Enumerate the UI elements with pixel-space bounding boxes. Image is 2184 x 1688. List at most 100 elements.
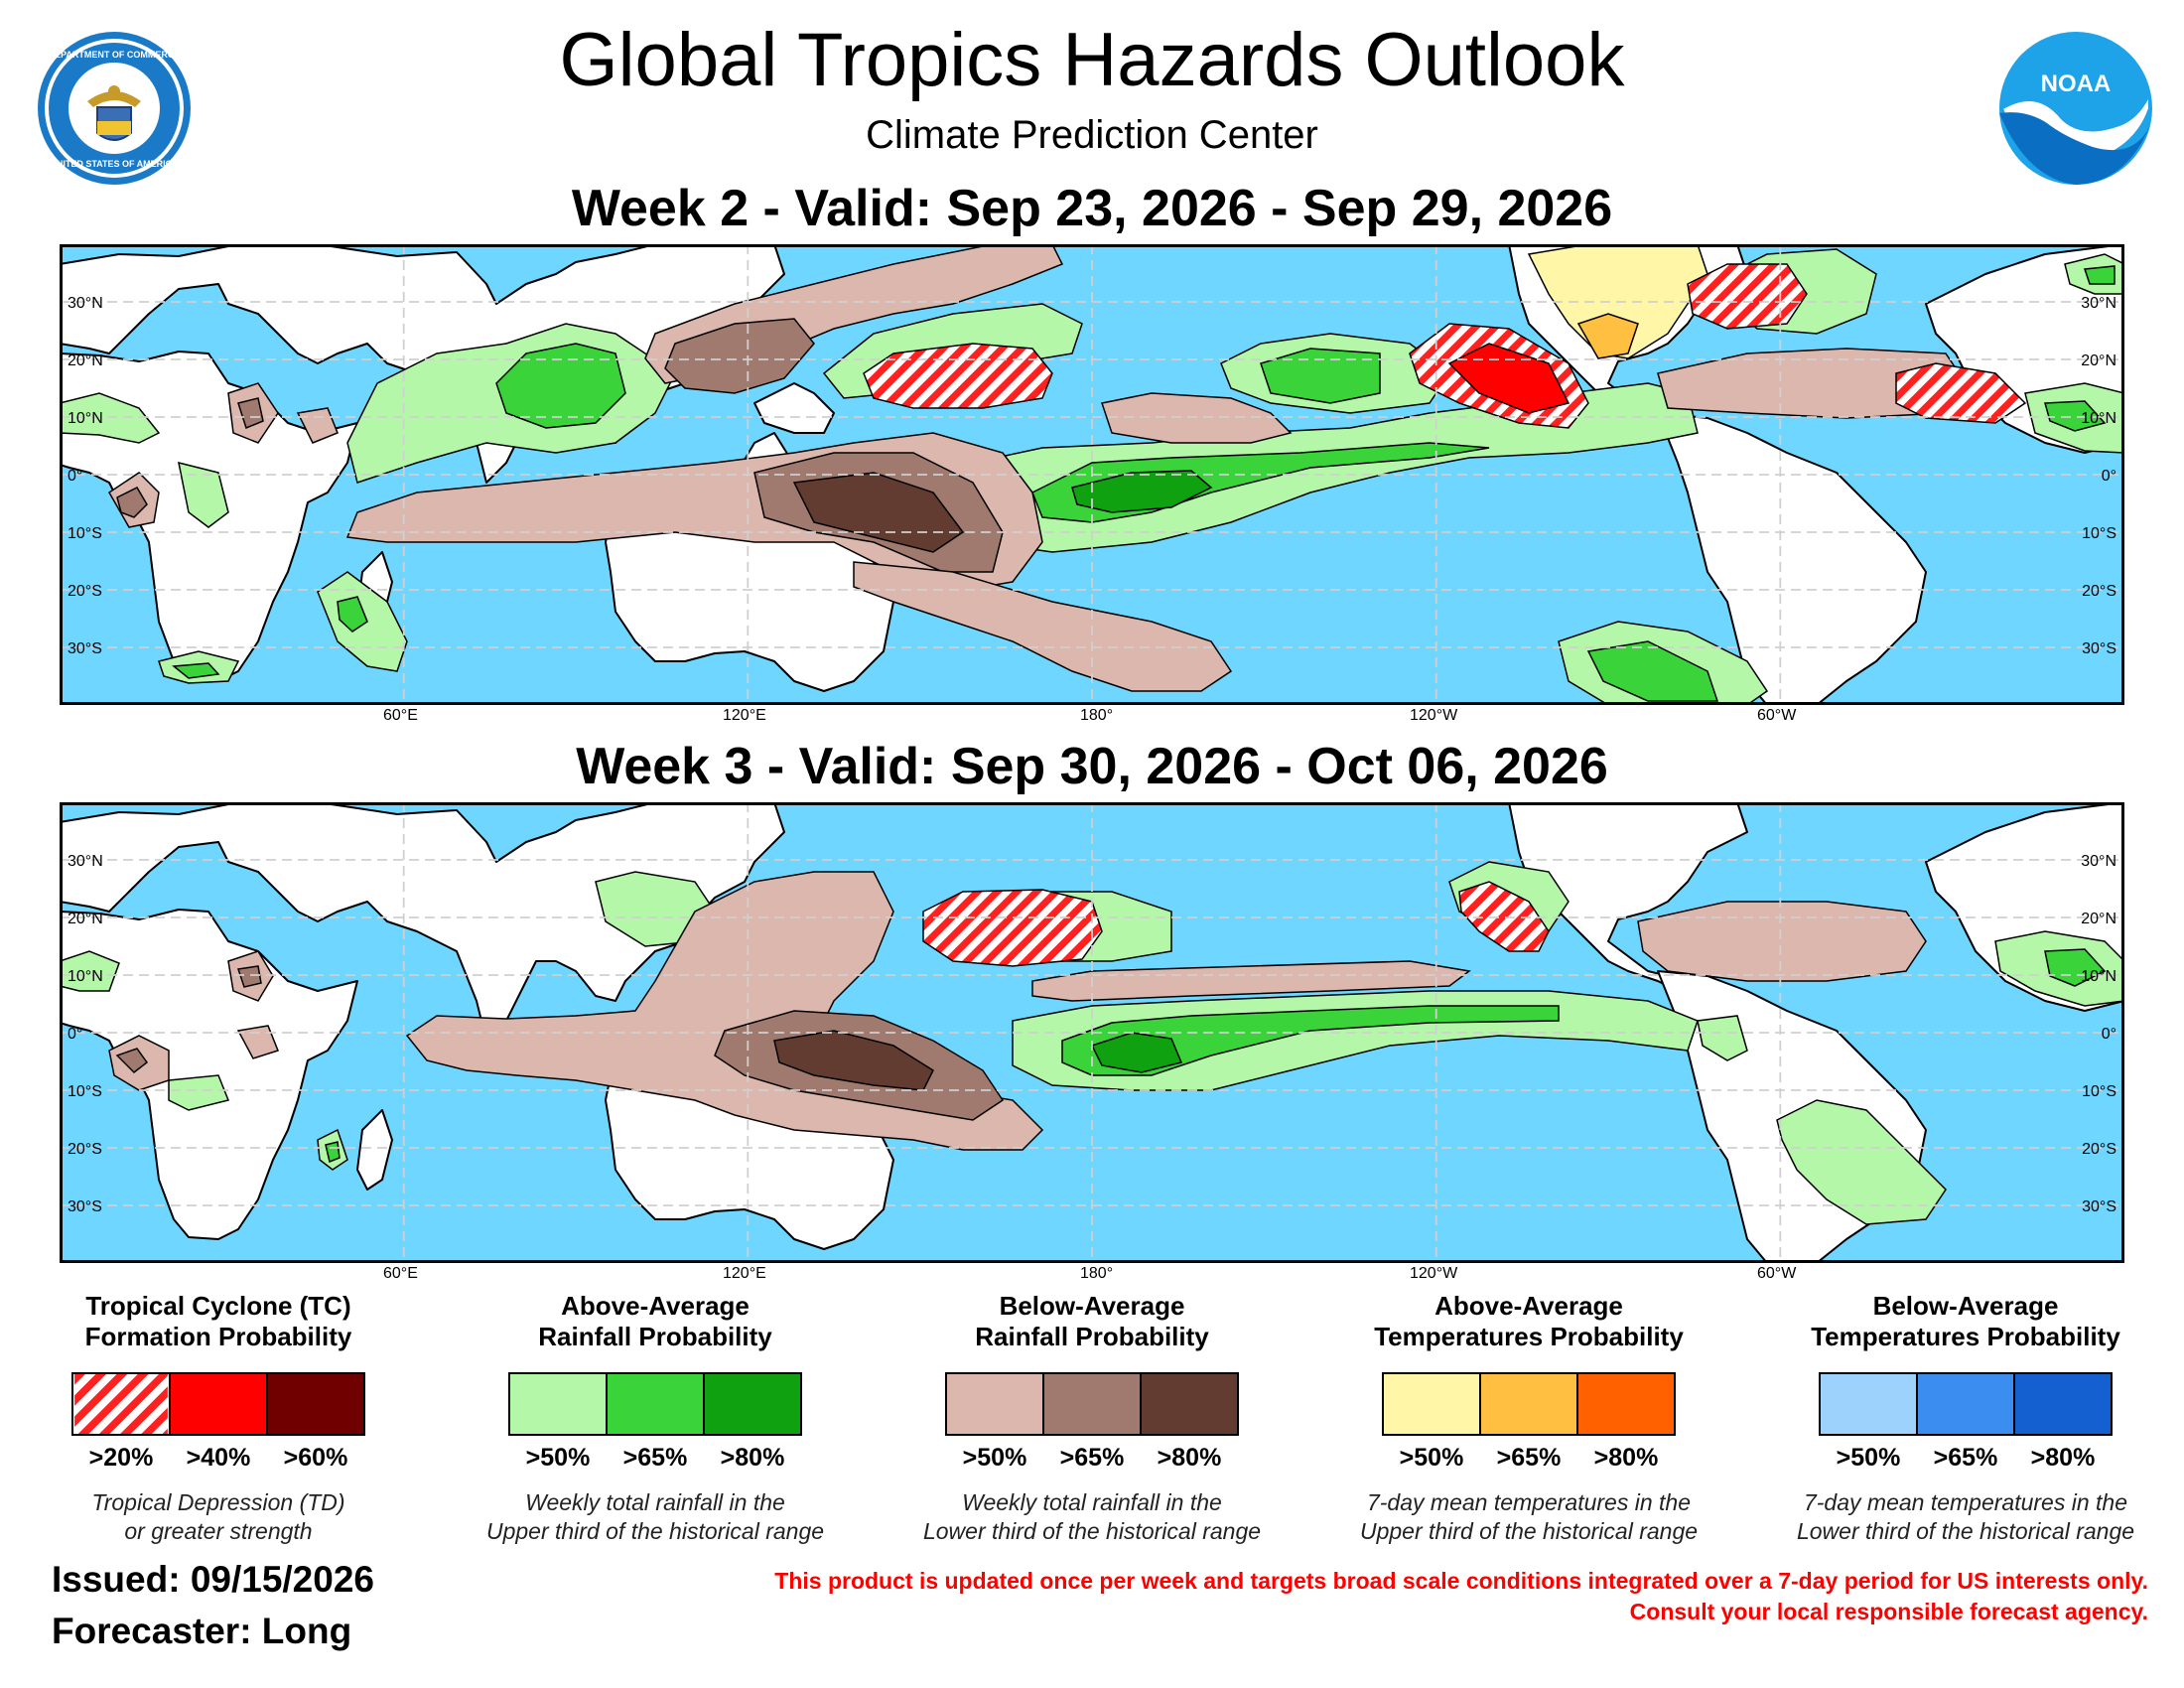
legend-note-line: Tropical Depression (TD) bbox=[91, 1489, 345, 1515]
legend-swatch-dry-80 bbox=[1140, 1372, 1239, 1436]
legend-title: Below-Average Temperatures Probability bbox=[1767, 1291, 2164, 1352]
lat-label: 10°N bbox=[2081, 410, 2116, 427]
lat-label: 20°N bbox=[2081, 911, 2116, 927]
page-subtitle: Climate Prediction Center bbox=[866, 113, 1318, 157]
lon-label: 60°W bbox=[1757, 707, 1797, 724]
lat-label: 20°N bbox=[2081, 352, 2116, 369]
lat-label: 30°N bbox=[68, 295, 103, 312]
legend-label: >50% bbox=[1399, 1444, 1464, 1472]
legend-title-line: Rainfall Probability bbox=[538, 1322, 772, 1351]
week2-lat-labels-right: 30°N 20°N 10°N 0° 10°S 20°S 30°S bbox=[2081, 295, 2116, 657]
lat-label: 30°S bbox=[68, 1198, 102, 1215]
legend-swatch-cold-50 bbox=[1819, 1372, 1918, 1436]
week2-grid bbox=[60, 244, 2124, 705]
week3-lon-labels: 60°E 120°E 180° 120°W 60°W bbox=[60, 1265, 2124, 1289]
legend-note-line: Lower third of the historical range bbox=[1796, 1518, 2135, 1544]
legend-note: Weekly total rainfall in the Lower third… bbox=[893, 1488, 1291, 1546]
legend-labels: >50% >65% >80% bbox=[1767, 1444, 2164, 1473]
legend-note-line: Upper third of the historical range bbox=[485, 1518, 825, 1544]
lat-label: 10°S bbox=[68, 525, 102, 542]
week2-lon-labels: 60°E 120°E 180° 120°W 60°W bbox=[60, 707, 2124, 731]
week3-grid bbox=[60, 802, 2124, 1263]
issued-date: Issued: 09/15/2026 bbox=[52, 1559, 374, 1600]
lat-label: 30°N bbox=[68, 853, 103, 870]
week3-title: Week 3 - Valid: Sep 30, 2026 - Oct 06, 2… bbox=[576, 738, 1608, 795]
lon-label: 180° bbox=[1080, 707, 1114, 724]
lat-label: 20°N bbox=[68, 911, 103, 927]
week3-lat-labels-right: 30°N 20°N 10°N 0° 10°S 20°S 30°S bbox=[2081, 853, 2116, 1215]
lat-label: 20°S bbox=[2082, 1141, 2116, 1158]
disclaimer-line: Consult your local responsible forecast … bbox=[1629, 1599, 2148, 1624]
legend-label: >20% bbox=[88, 1444, 154, 1472]
week3-rainfall-above bbox=[60, 861, 2124, 1225]
legend-swatches bbox=[1330, 1372, 1727, 1436]
legend-title-line: Temperatures Probability bbox=[1811, 1322, 2120, 1351]
legend-title-line: Tropical Cyclone (TC) bbox=[85, 1291, 351, 1321]
legend-tc: Tropical Cyclone (TC) Formation Probabil… bbox=[20, 1291, 417, 1546]
lat-label: 0° bbox=[2102, 468, 2116, 485]
legend-swatches bbox=[893, 1372, 1291, 1436]
doc-seal-text-top: DEPARTMENT OF COMMERCE bbox=[49, 50, 181, 60]
legend-label: >80% bbox=[1157, 1444, 1222, 1472]
legend-swatch-dry-50 bbox=[945, 1372, 1044, 1436]
lat-label: 30°N bbox=[2081, 295, 2116, 312]
legend-swatch-tc-60 bbox=[266, 1372, 365, 1436]
legend-swatch-warm-80 bbox=[1576, 1372, 1676, 1436]
legend-label: >50% bbox=[1836, 1444, 1901, 1472]
legend-title-line: Formation Probability bbox=[84, 1322, 352, 1351]
legend-note-line: or greater strength bbox=[124, 1518, 313, 1544]
legend-title-line: Below-Average bbox=[1872, 1291, 2059, 1321]
legend-label: >60% bbox=[283, 1444, 348, 1472]
disclaimer: This product is updated once per week an… bbox=[774, 1566, 2148, 1627]
legend-label: >50% bbox=[962, 1444, 1027, 1472]
noaa-logo: NOAA bbox=[1999, 32, 2152, 185]
legend-swatch-warm-65 bbox=[1479, 1372, 1578, 1436]
legend-dry: Below-Average Rainfall Probability >50% … bbox=[893, 1291, 1291, 1546]
lon-label: 120°W bbox=[1410, 1265, 1458, 1282]
legend-labels: >50% >65% >80% bbox=[893, 1444, 1291, 1473]
legend-note: 7-day mean temperatures in the Lower thi… bbox=[1767, 1488, 2164, 1546]
week2-title: Week 2 - Valid: Sep 23, 2026 - Sep 29, 2… bbox=[571, 180, 1613, 237]
legend-title-line: Above-Average bbox=[561, 1291, 750, 1321]
lat-label: 20°S bbox=[68, 583, 102, 600]
legend-note-line: 7-day mean temperatures in the bbox=[1366, 1489, 1691, 1515]
legend-labels: >20% >40% >60% bbox=[20, 1444, 417, 1473]
legend-title-line: Rainfall Probability bbox=[975, 1322, 1209, 1351]
week2-map: 30°N 20°N 10°N 0° 10°S 20°S 30°S 30°N 20… bbox=[60, 244, 2124, 705]
page-title: Global Tropics Hazards Outlook bbox=[559, 18, 1625, 102]
doc-seal-text-bottom: UNITED STATES OF AMERICA bbox=[50, 159, 179, 169]
legend-label: >65% bbox=[1933, 1444, 1998, 1472]
legend-title-line: Temperatures Probability bbox=[1374, 1322, 1684, 1351]
lat-label: 20°N bbox=[68, 352, 103, 369]
legend-note-line: Lower third of the historical range bbox=[922, 1518, 1262, 1544]
legend-label: >65% bbox=[1059, 1444, 1125, 1472]
legend-note: Weekly total rainfall in the Upper third… bbox=[457, 1488, 854, 1546]
legend-note-line: Upper third of the historical range bbox=[1359, 1518, 1699, 1544]
lon-label: 60°E bbox=[383, 1265, 418, 1282]
legend-label: >65% bbox=[1496, 1444, 1562, 1472]
lat-label: 10°S bbox=[2082, 1083, 2116, 1100]
doc-seal-logo: DEPARTMENT OF COMMERCE UNITED STATES OF … bbox=[38, 32, 191, 185]
legend-note: 7-day mean temperatures in the Upper thi… bbox=[1330, 1488, 1727, 1546]
legend-title-line: Above-Average bbox=[1434, 1291, 1623, 1321]
lat-label: 10°N bbox=[2081, 968, 2116, 985]
legend-swatches bbox=[1767, 1372, 2164, 1436]
lat-label: 10°S bbox=[2082, 525, 2116, 542]
lat-label: 10°S bbox=[68, 1083, 102, 1100]
legend-title: Above-Average Temperatures Probability bbox=[1330, 1291, 1727, 1352]
legend-note: Tropical Depression (TD) or greater stre… bbox=[20, 1488, 417, 1546]
week2-lat-labels-left: 30°N 20°N 10°N 0° 10°S 20°S 30°S bbox=[68, 295, 103, 657]
lat-label: 0° bbox=[68, 468, 82, 485]
legend-note-line: Weekly total rainfall in the bbox=[525, 1489, 785, 1515]
legend-labels: >50% >65% >80% bbox=[1330, 1444, 1727, 1473]
legend-swatch-cold-80 bbox=[2013, 1372, 2113, 1436]
legend-swatch-cold-65 bbox=[1916, 1372, 2015, 1436]
legend-label: >80% bbox=[2030, 1444, 2096, 1472]
legend-label: >50% bbox=[525, 1444, 591, 1472]
legend-label: >80% bbox=[1593, 1444, 1659, 1472]
disclaimer-line: This product is updated once per week an… bbox=[774, 1568, 2148, 1594]
legend-swatch-tc-40 bbox=[169, 1372, 268, 1436]
lat-label: 30°S bbox=[2082, 1198, 2116, 1215]
lat-label: 20°S bbox=[2082, 583, 2116, 600]
